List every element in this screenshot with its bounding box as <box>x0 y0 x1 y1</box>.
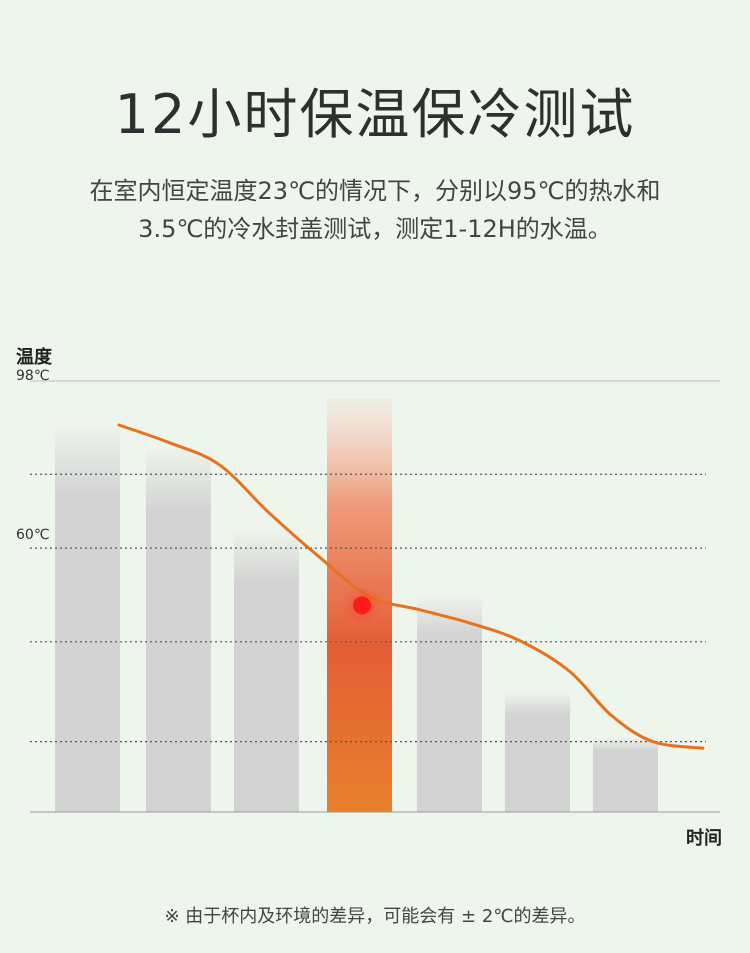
bars-layer <box>55 398 658 812</box>
footnote: ※ 由于杯内及环境的差异，可能会有 ± 2℃的差异。 <box>164 906 586 927</box>
y-tick-label: 98℃ <box>16 368 50 384</box>
page-title: 12小时保温保冷测试 <box>114 83 636 146</box>
description-line-1: 在室内恒定温度23℃的情况下，分别以95℃的热水和 <box>89 177 661 205</box>
bar <box>593 737 658 812</box>
bar <box>146 446 211 812</box>
curve-layer <box>117 423 705 750</box>
bar <box>417 596 482 812</box>
bar <box>234 530 299 812</box>
gridlines-layer <box>30 380 720 813</box>
description: 在室内恒定温度23℃的情况下，分别以95℃的热水和 3.5℃的冷水封盖测试，测定… <box>0 172 750 248</box>
marker-dot <box>353 596 371 615</box>
bar <box>55 424 120 812</box>
y-axis-label: 温度 <box>16 346 53 368</box>
x-axis-label: 时间 <box>686 828 722 849</box>
temperature-curve <box>117 423 705 750</box>
bar <box>505 693 570 812</box>
description-line-2: 3.5℃的冷水封盖测试，测定1-12H的水温。 <box>138 215 612 243</box>
temperature-chart: 温度时间 98℃ 60℃ <box>0 330 750 870</box>
y-tick-label: 60℃ <box>16 527 50 543</box>
